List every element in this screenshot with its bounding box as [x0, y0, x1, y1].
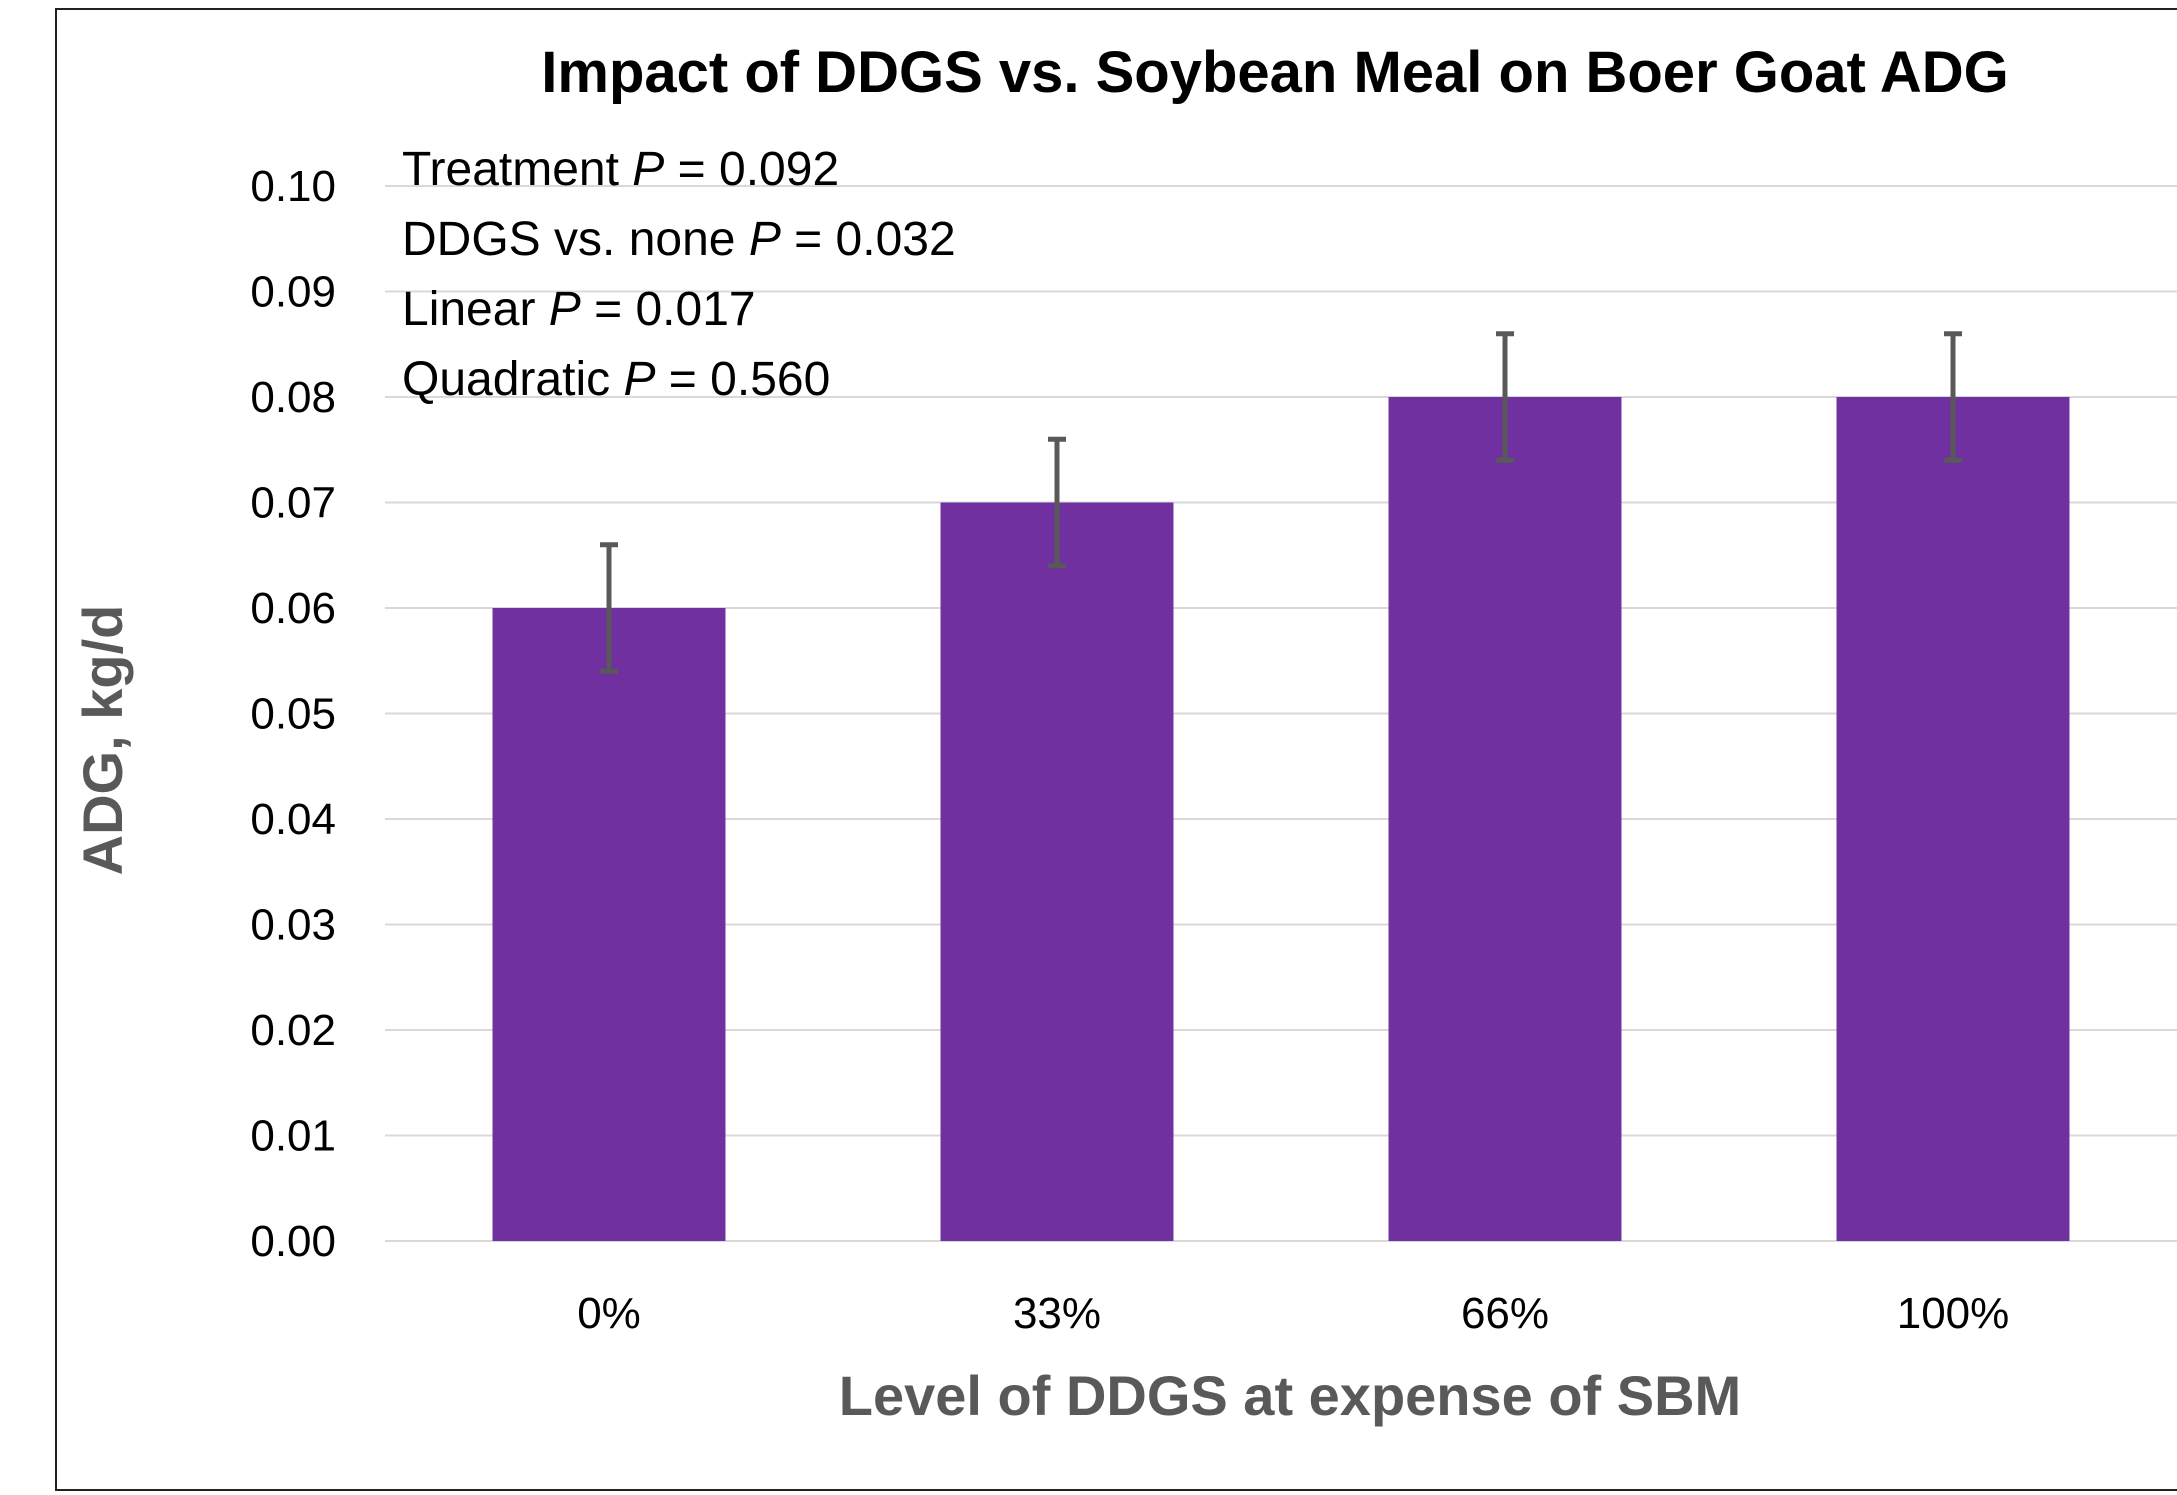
x-tick-label: 0%: [577, 1289, 641, 1338]
stat-annotation: DDGS vs. none P = 0.032: [402, 213, 956, 266]
chart-title: Impact of DDGS vs. Soybean Meal on Boer …: [541, 40, 2008, 105]
stat-value: = 0.560: [655, 353, 830, 406]
stat-value: = 0.032: [781, 213, 956, 266]
error-bars: [600, 331, 1962, 674]
stat-p-symbol: P: [749, 213, 781, 266]
stat-label: DDGS vs. none: [402, 213, 749, 266]
error-bar: [600, 542, 618, 674]
stat-p-symbol: P: [623, 353, 655, 406]
stat-label: Treatment: [402, 143, 632, 196]
error-bar: [1048, 436, 1066, 569]
x-tick-label: 100%: [1897, 1289, 2010, 1338]
stat-p-symbol: P: [632, 143, 664, 196]
stat-annotation: Quadratic P = 0.560: [402, 353, 830, 406]
y-tick-label: 0.08: [250, 373, 336, 422]
y-tick-label: 0.03: [250, 901, 336, 950]
y-tick-label: 0.05: [250, 690, 336, 739]
y-axis-ticks: 0.00 0.01 0.02 0.03 0.04 0.05 0.06 0.07 0.08 0.09…: [250, 162, 336, 1266]
y-tick-label: 0.02: [250, 1006, 336, 1055]
stat-annotation: Treatment P = 0.092: [402, 143, 839, 196]
bar: [492, 608, 726, 1241]
stat-annotation: Linear P = 0.017: [402, 283, 756, 336]
stat-label: Linear: [402, 283, 549, 336]
y-tick-label: 0.04: [250, 795, 336, 844]
error-bar: [1496, 331, 1514, 463]
bars: [492, 397, 2070, 1241]
stat-value: = 0.017: [581, 283, 756, 336]
y-axis-title: ADG, kg/d: [71, 605, 134, 876]
bar: [1836, 397, 2070, 1241]
y-tick-label: 0.09: [250, 268, 336, 317]
x-tick-label: 33%: [1013, 1289, 1101, 1338]
x-axis-title: Level of DDGS at expense of SBM: [839, 1364, 1741, 1427]
y-tick-label: 0.10: [250, 162, 336, 211]
stat-p-symbol: P: [549, 283, 581, 336]
statistics-annotations: Treatment P = 0.092 DDGS vs. none P = 0.0…: [402, 143, 956, 406]
y-tick-label: 0.06: [250, 584, 336, 633]
stat-value: = 0.092: [664, 143, 839, 196]
x-axis-ticks: 0% 33% 66% 100%: [577, 1289, 2009, 1338]
y-tick-label: 0.00: [250, 1217, 336, 1266]
x-tick-label: 66%: [1461, 1289, 1549, 1338]
y-tick-label: 0.01: [250, 1112, 336, 1161]
error-bar: [1944, 331, 1962, 463]
bar: [1388, 397, 1622, 1241]
stat-label: Quadratic: [402, 353, 623, 406]
y-tick-label: 0.07: [250, 479, 336, 528]
bar: [940, 502, 1174, 1241]
